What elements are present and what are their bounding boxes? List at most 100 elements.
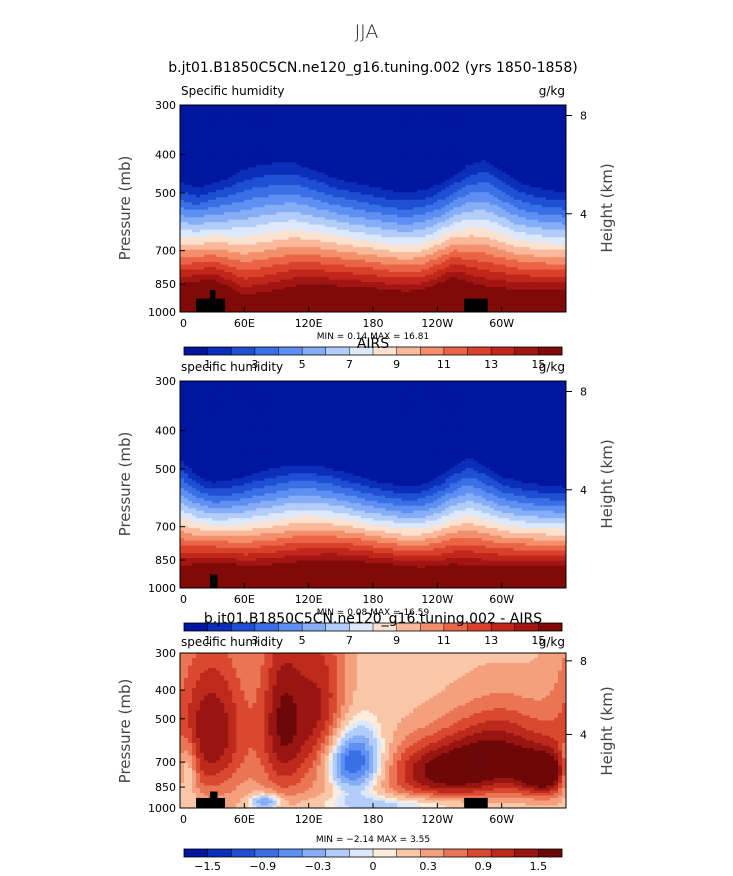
field-cell bbox=[192, 222, 197, 226]
field-cell bbox=[445, 214, 450, 218]
field-cell bbox=[192, 144, 197, 148]
field-cell bbox=[268, 152, 273, 156]
field-cell bbox=[537, 159, 543, 163]
field-cell bbox=[509, 122, 515, 126]
field-cell bbox=[288, 152, 293, 156]
field-cell bbox=[537, 105, 543, 108]
field-cell bbox=[332, 189, 338, 193]
field-cell bbox=[549, 154, 555, 158]
field-cell bbox=[453, 202, 458, 206]
field-cell bbox=[204, 134, 209, 138]
field-cell bbox=[300, 152, 306, 156]
field-cell bbox=[513, 219, 519, 223]
field-cell bbox=[509, 232, 515, 236]
field-cell bbox=[521, 229, 527, 233]
field-cell bbox=[417, 112, 422, 116]
field-cell bbox=[425, 169, 430, 173]
field-cell bbox=[200, 139, 205, 143]
field-cell bbox=[461, 177, 466, 181]
field-cell bbox=[320, 142, 326, 146]
field-cell bbox=[332, 112, 338, 116]
field-cell bbox=[389, 117, 394, 121]
field-cell bbox=[469, 112, 474, 116]
field-cell bbox=[204, 179, 209, 183]
field-cell bbox=[481, 112, 486, 116]
field-cell bbox=[477, 224, 482, 228]
field-cell bbox=[208, 194, 213, 198]
field-cell bbox=[312, 194, 318, 198]
field-cell bbox=[389, 119, 394, 123]
field-cell bbox=[252, 157, 257, 161]
field-cell bbox=[493, 179, 499, 183]
field-cell bbox=[280, 114, 285, 118]
field-cell bbox=[409, 177, 414, 181]
field-cell bbox=[549, 232, 555, 236]
field-cell bbox=[549, 142, 555, 146]
field-cell bbox=[381, 152, 386, 156]
field-cell bbox=[324, 149, 330, 153]
field-cell bbox=[477, 119, 482, 123]
field-cell bbox=[457, 204, 462, 208]
field-cell bbox=[272, 197, 277, 201]
field-cell bbox=[352, 224, 358, 228]
field-cell bbox=[553, 152, 559, 156]
field-cell bbox=[417, 147, 422, 151]
field-cell bbox=[188, 154, 193, 158]
field-cell bbox=[509, 109, 515, 113]
field-cell bbox=[421, 192, 426, 196]
field-cell bbox=[429, 217, 434, 221]
field-cell bbox=[429, 202, 434, 206]
field-cell bbox=[312, 192, 318, 196]
field-cell bbox=[409, 137, 414, 141]
field-cell bbox=[220, 127, 225, 131]
field-cell bbox=[192, 164, 197, 168]
field-cell bbox=[545, 229, 551, 233]
field-cell bbox=[184, 232, 189, 236]
field-cell bbox=[541, 169, 547, 173]
field-cell bbox=[228, 169, 233, 173]
field-cell bbox=[280, 105, 285, 108]
field-cell bbox=[204, 142, 209, 146]
field-cell bbox=[244, 207, 249, 211]
field-cell bbox=[397, 219, 402, 223]
field-cell bbox=[352, 149, 358, 153]
field-cell bbox=[252, 132, 257, 136]
field-cell bbox=[401, 152, 406, 156]
field-cell bbox=[465, 177, 470, 181]
field-cell bbox=[220, 199, 225, 203]
field-cell bbox=[292, 232, 297, 236]
field-cell bbox=[332, 204, 338, 208]
field-cell bbox=[381, 177, 386, 181]
field-cell bbox=[344, 147, 350, 151]
field-cell bbox=[473, 107, 478, 111]
field-cell bbox=[453, 209, 458, 213]
field-cell bbox=[232, 107, 237, 111]
field-cell bbox=[340, 134, 346, 138]
field-cell bbox=[525, 192, 531, 196]
field-cell bbox=[308, 142, 314, 146]
field-cell bbox=[425, 172, 430, 176]
field-cell bbox=[312, 202, 318, 206]
field-cell bbox=[557, 194, 563, 198]
field-cell bbox=[557, 169, 563, 173]
field-cell bbox=[360, 154, 366, 158]
field-cell bbox=[196, 149, 201, 153]
field-cell bbox=[364, 207, 370, 211]
field-cell bbox=[429, 154, 434, 158]
field-cell bbox=[324, 152, 330, 156]
field-cell bbox=[348, 154, 354, 158]
field-cell bbox=[192, 147, 197, 151]
field-cell bbox=[505, 105, 511, 108]
field-cell bbox=[493, 204, 499, 208]
field-cell bbox=[244, 194, 249, 198]
field-cell bbox=[368, 229, 374, 233]
field-cell bbox=[533, 109, 539, 113]
field-cell bbox=[276, 214, 281, 218]
field-cell bbox=[549, 222, 555, 226]
field-cell bbox=[228, 177, 233, 181]
field-cell bbox=[513, 114, 519, 118]
field-cell bbox=[204, 189, 209, 193]
field-cell bbox=[457, 207, 462, 211]
field-cell bbox=[196, 197, 201, 201]
field-cell bbox=[561, 232, 567, 236]
